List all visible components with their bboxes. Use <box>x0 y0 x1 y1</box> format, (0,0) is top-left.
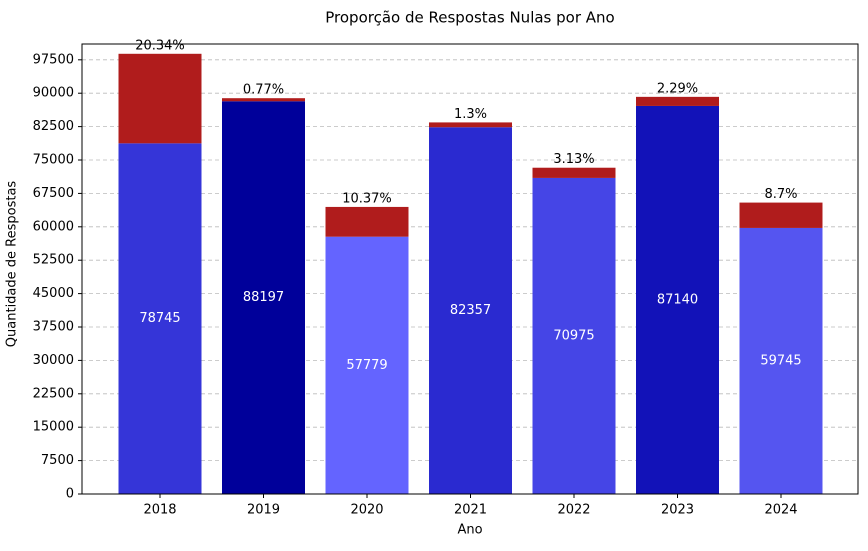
bar-segment <box>739 202 823 228</box>
y-tick-label: 30000 <box>33 353 74 368</box>
percent-label: 0.77% <box>243 83 284 98</box>
x-tick-label: 2018 <box>143 503 176 518</box>
percent-label: 20.34% <box>135 38 185 53</box>
y-tick-label: 52500 <box>33 253 74 268</box>
y-tick-label: 67500 <box>33 186 74 201</box>
bar-segment <box>325 236 409 494</box>
y-tick-label: 7500 <box>41 453 74 468</box>
value-label: 88197 <box>243 290 284 305</box>
y-tick-label: 75000 <box>33 153 74 168</box>
x-tick-label: 2020 <box>350 503 383 518</box>
x-tick-label: 2022 <box>557 503 590 518</box>
x-tick-label: 2021 <box>454 503 487 518</box>
plot-frame <box>81 43 859 495</box>
y-tick-label: 37500 <box>33 320 74 335</box>
bar-segment <box>118 143 202 495</box>
x-tick-label: 2023 <box>661 503 694 518</box>
bar-segment <box>222 101 305 495</box>
x-tick-label: 2024 <box>764 503 797 518</box>
y-tick-label: 45000 <box>33 286 74 301</box>
y-tick-label: 97500 <box>33 52 74 67</box>
x-tick-label: 2019 <box>247 503 280 518</box>
y-tick-label: 22500 <box>33 386 74 401</box>
value-label: 59745 <box>760 353 801 368</box>
bar-segment <box>429 127 512 494</box>
value-label: 82357 <box>450 303 491 318</box>
bar-segment <box>429 122 512 128</box>
bar-segment <box>325 206 409 237</box>
y-tick-label: 15000 <box>33 420 74 435</box>
chart-title: Proporção de Respostas Nulas por Ano <box>325 9 614 27</box>
bar-segment <box>636 96 719 106</box>
bar-segment <box>222 98 305 102</box>
y-axis-label: Quantidade de Respostas <box>5 181 20 348</box>
percent-label: 3.13% <box>553 152 594 167</box>
value-label: 87140 <box>657 292 698 307</box>
percent-label: 1.3% <box>454 107 487 122</box>
y-tick-label: 82500 <box>33 119 74 134</box>
x-axis-label: Ano <box>457 523 482 538</box>
value-label: 78745 <box>139 311 180 326</box>
percent-label: 10.37% <box>342 191 392 206</box>
bar-segment <box>118 53 202 144</box>
percent-label: 2.29% <box>657 81 698 96</box>
y-tick-label: 60000 <box>33 219 74 234</box>
value-label: 57779 <box>346 358 387 373</box>
bar-segment <box>739 227 823 495</box>
y-tick-label: 0 <box>66 487 74 502</box>
bar-segment <box>636 105 719 494</box>
value-label: 70975 <box>553 328 594 343</box>
bar-segment <box>532 167 616 178</box>
bar-segment <box>532 177 616 495</box>
percent-label: 8.7% <box>764 187 797 202</box>
y-tick-label: 90000 <box>33 86 74 101</box>
